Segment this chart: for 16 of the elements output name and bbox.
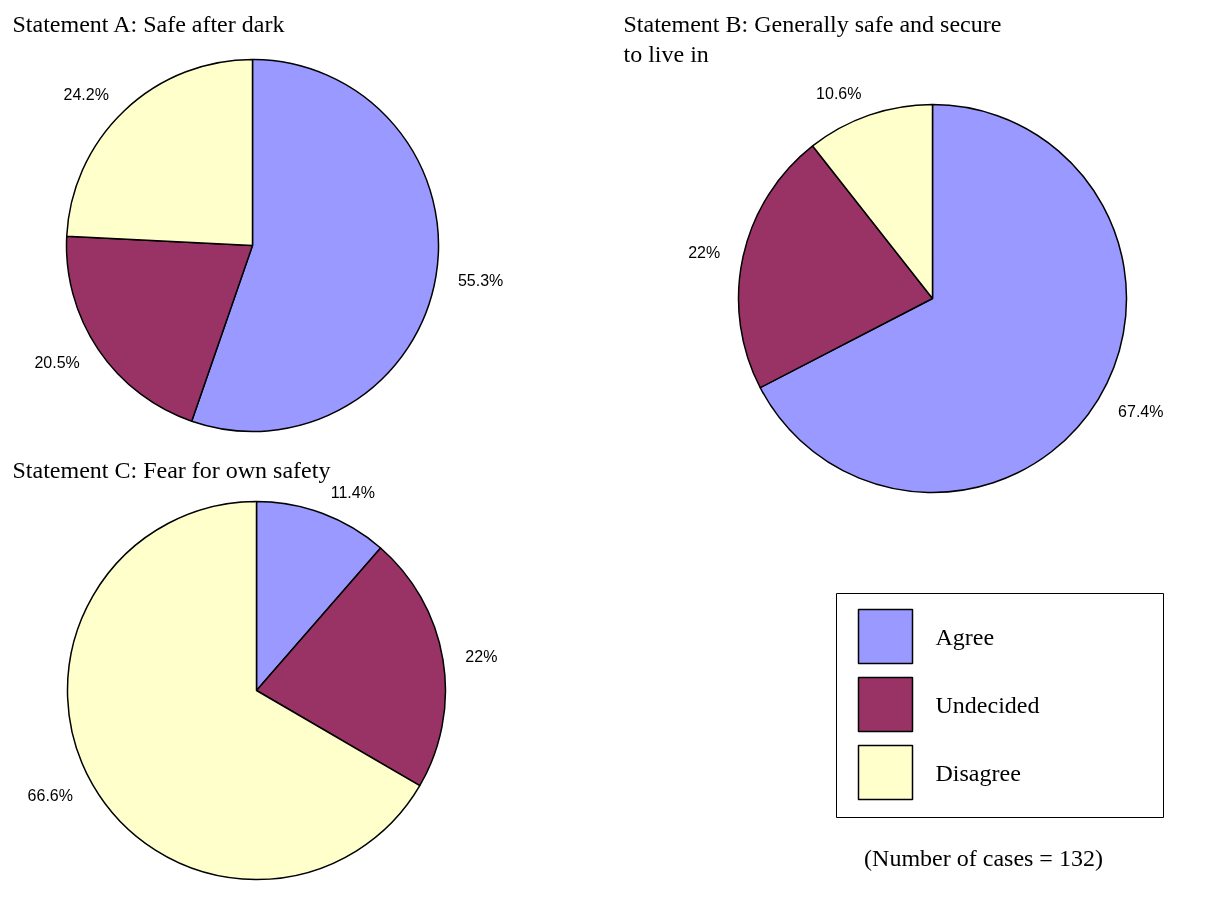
legend-label: Agree — [935, 623, 995, 650]
text: (Number of cases = 132) — [864, 844, 1103, 871]
legend-label: Disagree — [935, 759, 1021, 786]
data-label: 10.6% — [816, 84, 862, 102]
chart-title: Statement B: Generally safe and secure to live in — [623, 10, 1002, 67]
data-label: 66.6% — [27, 787, 73, 805]
data-label: 22% — [688, 243, 721, 261]
legend-label: Undecided — [935, 691, 1040, 718]
data-label: 67.4% — [1118, 402, 1164, 420]
chart-title: Statement C: Fear for own safety — [12, 456, 331, 483]
data-label: 20.5% — [34, 353, 80, 371]
data-label: 22% — [465, 647, 498, 665]
data-label: 11.4% — [330, 483, 375, 501]
data-label: 55.3% — [457, 271, 504, 289]
chart-title: Statement A: Safe after dark — [12, 10, 285, 37]
data-label: 24.2% — [63, 86, 109, 104]
